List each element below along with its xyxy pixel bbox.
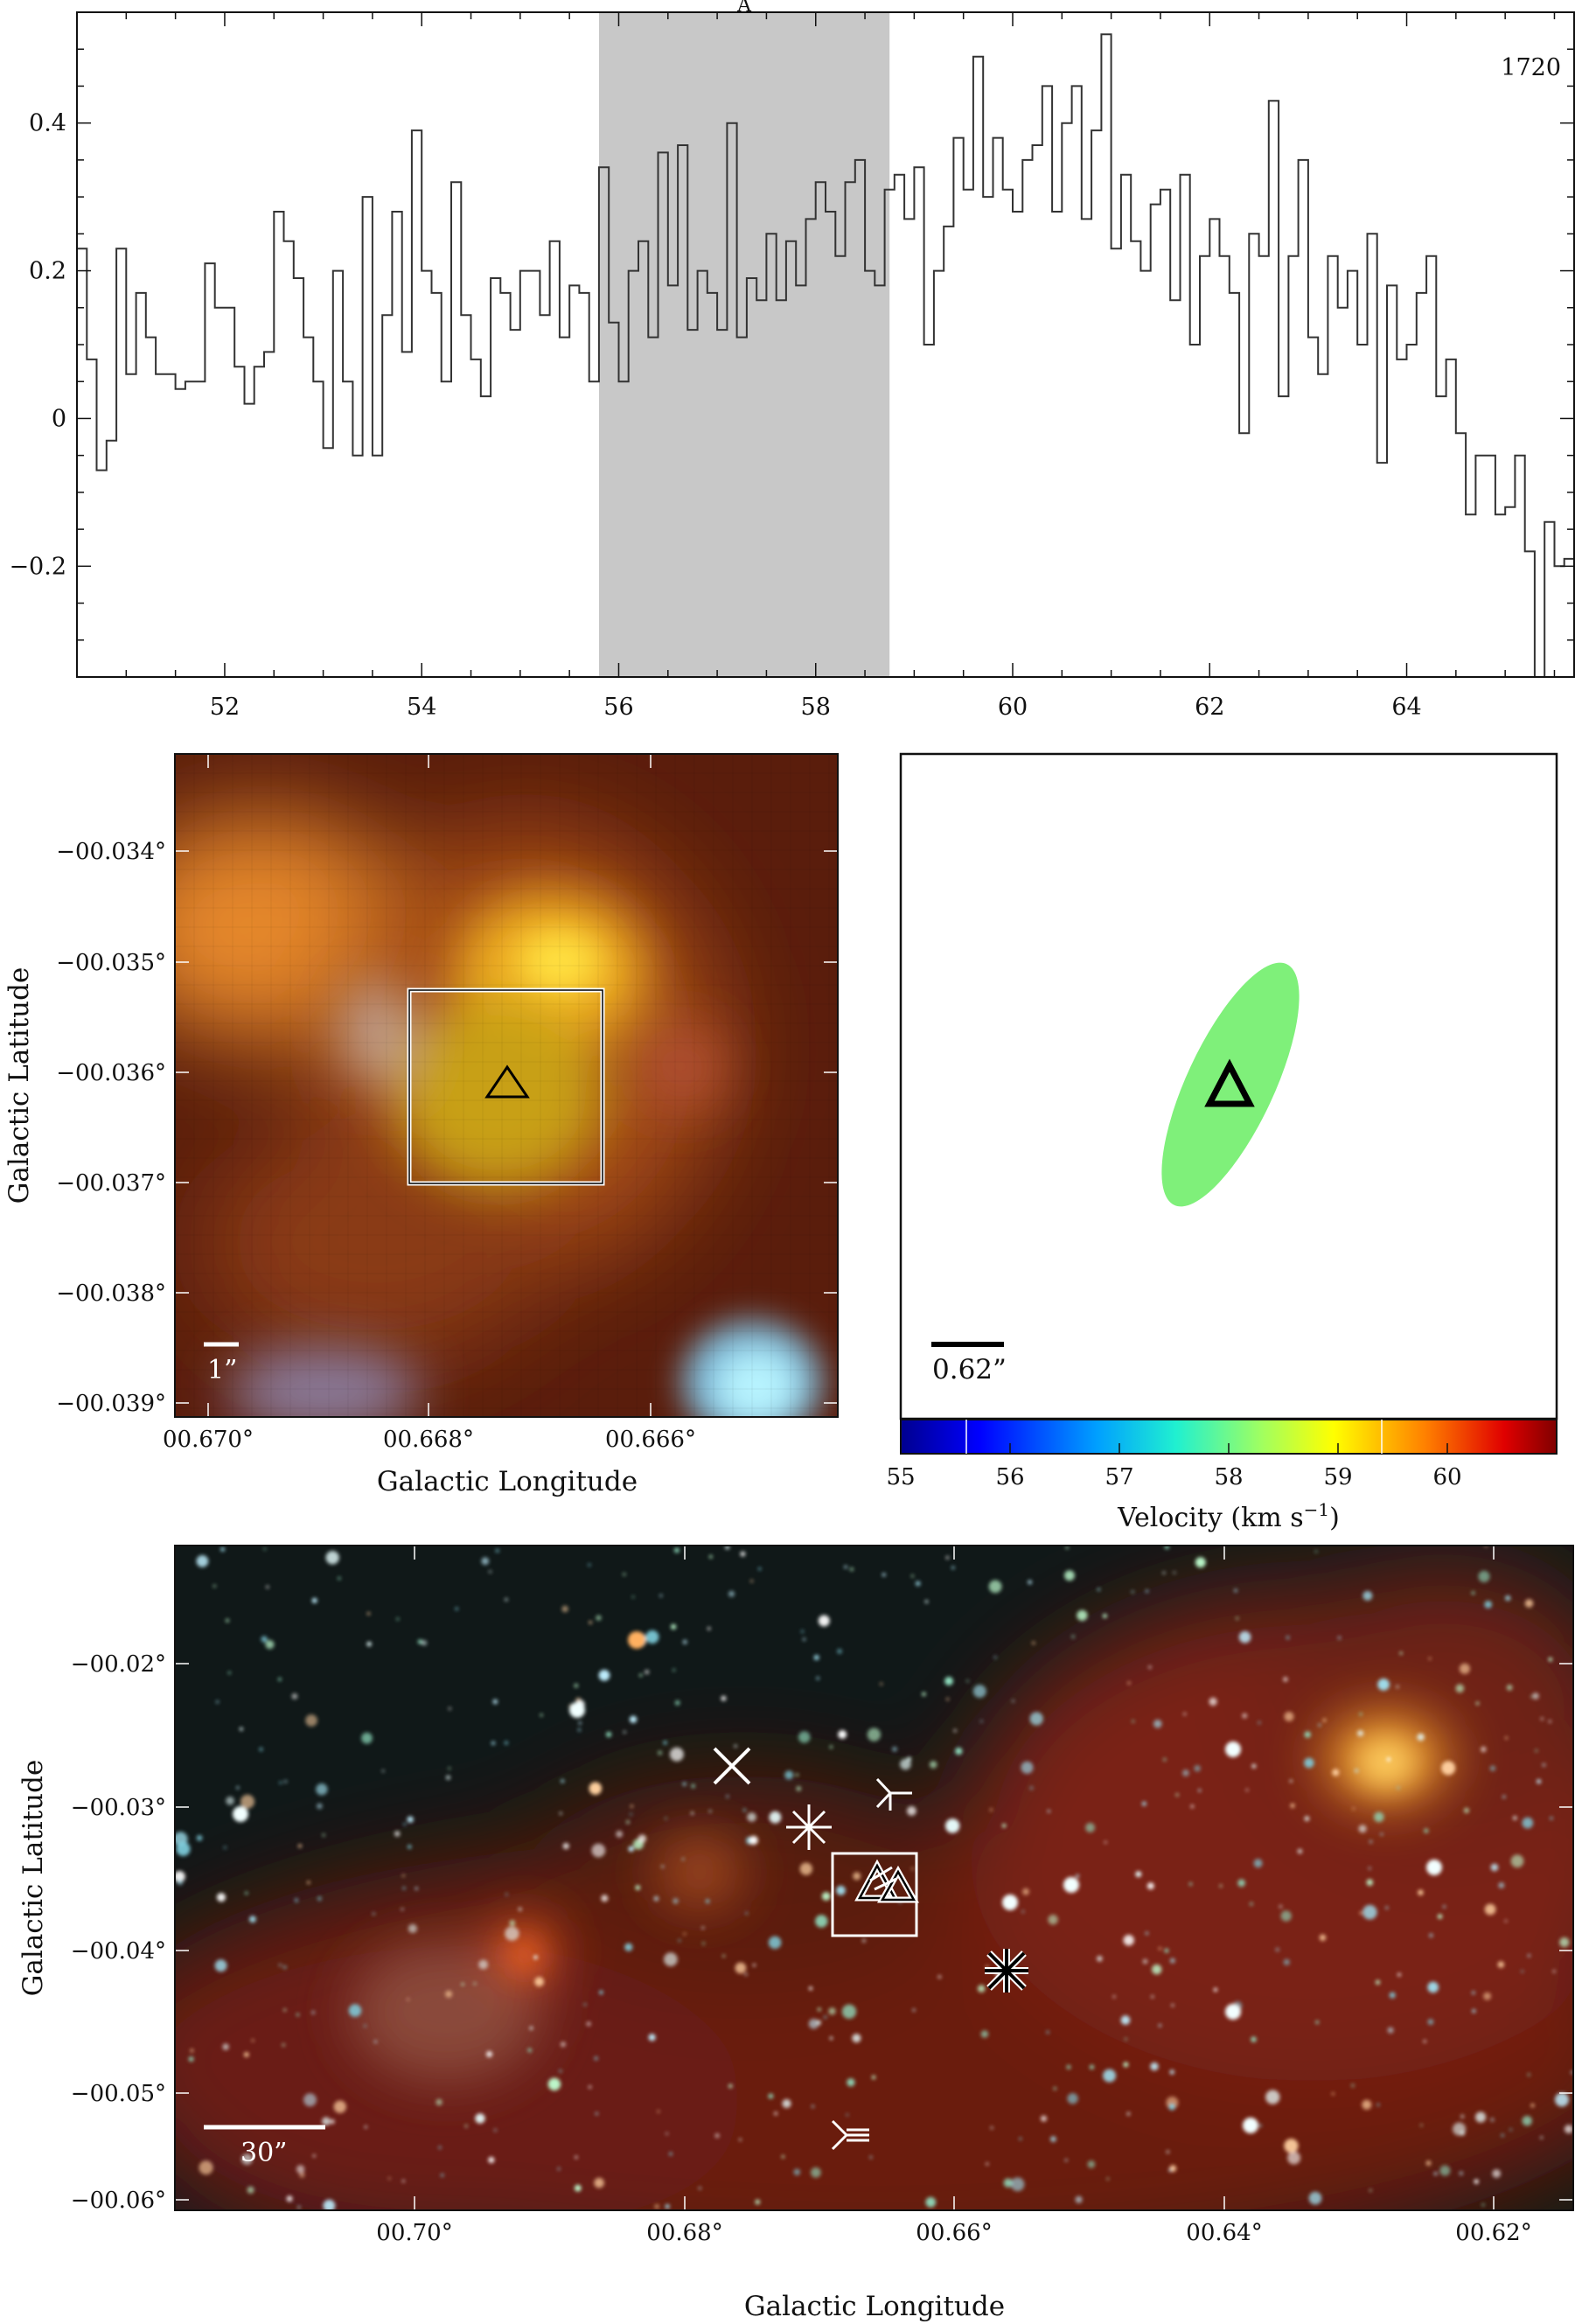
y-tick-label: 0 [52,405,66,432]
spectrum-line [77,33,1574,677]
asterisk-marker [786,1804,832,1850]
x-tick-label: 00.668° [383,1427,474,1453]
x-tick-label: 64 [1391,694,1421,721]
y-tick-label: −00.039° [56,1391,166,1417]
y-tick-label: −00.034° [56,839,166,865]
x-tick-label: 00.666° [605,1427,696,1453]
wide-field-panel: 30” 00.70° 00.68° 00.66° 00.64° 00.62° −00.02… [17,1545,1574,2322]
x-tick-label: 60 [998,694,1028,721]
x-tick-label: 00.70° [376,2220,452,2246]
colorbar-tick-label: 56 [995,1464,1024,1490]
wide-ticks: 00.70° 00.68° 00.66° 00.64° 00.62° −00.02° −00… [71,1546,1573,2246]
wide-xlabel: Galactic Longitude [744,2291,1005,2322]
y-tick-label: 0.2 [29,258,66,285]
colorbar-tick-label: 60 [1432,1464,1461,1490]
x-tick-label: 00.670° [163,1427,254,1453]
zoom-xlabel: Galactic Longitude [377,1466,638,1497]
triangle-marker [1204,1058,1255,1107]
colorbar-tick-label: 57 [1105,1464,1133,1490]
colorbar-label: Velocity (km s−1) [1117,1499,1340,1533]
y-tick-label: −00.038° [56,1281,166,1307]
colorbar-label-main: Velocity (km s [1117,1503,1304,1533]
y-shape-marker [875,1777,912,1811]
x-tick-label: 56 [603,694,633,721]
spectrum-panel: A 52 54 56 58 60 62 64 0.4 0.2 0 −0.2 1720 [9,0,1575,721]
dark-asterisk-marker [985,1949,1028,1992]
x-tick-label: 52 [210,694,240,721]
x-tick-label: 00.66° [916,2220,992,2246]
triangle-marker [484,1064,530,1099]
colorbar-label-end: ) [1329,1503,1340,1533]
wide-frame [174,1545,1574,2211]
y-tick-label: −00.037° [56,1170,166,1197]
y-shape-marker-lower [831,2119,869,2151]
y-tick-label: −00.036° [56,1060,166,1086]
band-label: A [736,0,752,17]
colorbar-ticks: 55 56 57 58 59 60 [886,1420,1462,1490]
y-tick-label: −00.035° [56,950,166,976]
x-tick-label: 62 [1195,694,1224,721]
x-tick-label: 00.68° [646,2220,722,2246]
velocity-band [598,12,890,677]
spectrum-frame [76,11,1575,678]
zoom-frame [174,753,839,1418]
scalebar-label: 1” [207,1355,237,1385]
zoom-image-panel: 1” 00.670° 00.668° 00.666° −00.034° −00.035°… [3,753,839,1497]
x-tick-label: 00.62° [1455,2220,1531,2246]
y-tick-label: −00.05° [71,2081,166,2107]
x-tick-label: 54 [407,694,436,721]
x-tick-label: 58 [801,694,831,721]
y-tick-label: −00.02° [71,1651,166,1678]
wide-ylabel: Galactic Latitude [17,1760,49,1997]
velocity-map-panel: 0.62” 55 56 57 58 59 60 Velocity (km s−1) [886,752,1558,1533]
y-tick-label: 0.4 [29,110,66,137]
wide-selection-box [831,1852,918,1937]
y-tick-label: −00.04° [71,1938,166,1965]
spectrum-id-label: 1720 [1501,54,1561,81]
colorbar-tick-label: 58 [1214,1464,1243,1490]
y-tick-label: −0.2 [9,553,66,580]
colorbar-label-sup: −1 [1304,1499,1329,1520]
spectrum-ticks: 52 54 56 58 60 62 64 0.4 0.2 0 −0.2 [9,11,1574,721]
colorbar-tick-label: 59 [1323,1464,1352,1490]
y-tick-label: −00.03° [71,1795,166,1821]
scalebar-label: 30” [240,2138,288,2168]
scalebar-label: 0.62” [932,1354,1007,1385]
triangles-marker [854,1859,919,1903]
zoom-ticks: 00.670° 00.668° 00.666° −00.034° −00.035° −00… [56,754,838,1453]
x-tick-label: 00.64° [1186,2220,1262,2246]
velocity-ellipse [1161,962,1300,1207]
x-cross-marker [713,1747,751,1785]
zoom-ylabel: Galactic Latitude [3,967,35,1204]
colorbar-tick-label: 55 [886,1464,915,1490]
y-tick-label: −00.06° [71,2188,166,2214]
